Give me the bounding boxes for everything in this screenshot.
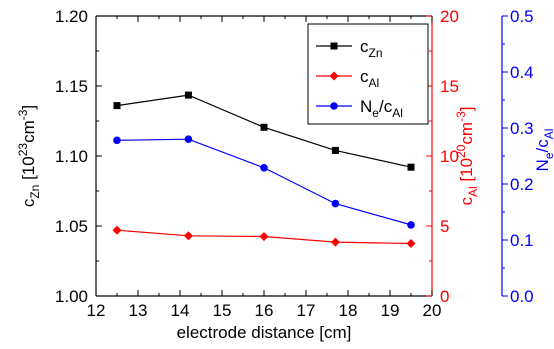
cal-axis-label: cAl [1020cm-3] xyxy=(454,107,480,206)
left-axis-label: cZn [1023cm-3] xyxy=(16,105,42,207)
x-tick-label: 13 xyxy=(129,301,148,320)
ratio-tick-label: 0.4 xyxy=(510,63,534,82)
ratio-tick-label: 0.2 xyxy=(510,175,534,194)
series-2-point xyxy=(331,199,340,208)
x-tick-label: 14 xyxy=(171,301,190,320)
legend-marker-1 xyxy=(329,71,339,81)
x-axis-label: electrode distance [cm] xyxy=(177,323,352,342)
ratio-axis-label: Ne/cAl xyxy=(533,129,554,172)
series-0-point xyxy=(331,146,339,154)
left-tick-label: 1.05 xyxy=(55,217,88,236)
series-2-point xyxy=(407,221,415,229)
legend-label-1: cAl xyxy=(360,67,379,90)
series-2-point xyxy=(260,163,268,172)
series-1-point xyxy=(259,232,269,241)
series-1-point xyxy=(406,239,416,248)
left-tick-label: 1.20 xyxy=(55,7,88,26)
x-tick-label: 20 xyxy=(423,301,442,320)
ratio-tick-label: 0.0 xyxy=(510,287,534,306)
plot-layer: 12 13 14 15 16 17 18 19 20 electrode distance [cm… xyxy=(16,7,554,342)
series-1-point xyxy=(330,237,340,247)
series-0-point xyxy=(113,102,121,110)
left-tick-label: 1.15 xyxy=(55,77,88,96)
legend-label-0: cZn xyxy=(360,37,383,60)
series-2-point xyxy=(184,135,193,143)
series-2-point xyxy=(113,136,121,145)
cal-tick-label: 15 xyxy=(440,77,459,96)
x-tick-label: 17 xyxy=(297,301,316,320)
legend-marker-0 xyxy=(330,42,338,50)
x-tick-label: 16 xyxy=(255,301,274,320)
legend-label-2: Ne/cAl xyxy=(360,97,403,120)
series-0-point xyxy=(184,91,192,99)
series-1-point xyxy=(112,225,122,235)
cal-tick-label: 20 xyxy=(440,7,459,26)
cal-tick-label: 5 xyxy=(440,217,449,236)
left-tick-label: 1.00 xyxy=(55,287,88,306)
x-tick-label: 19 xyxy=(381,301,400,320)
series-1-point xyxy=(183,231,193,241)
ratio-tick-label: 0.5 xyxy=(510,7,534,26)
x-tick-label: 12 xyxy=(87,301,106,320)
x-tick-label: 18 xyxy=(339,301,358,320)
legend-box xyxy=(307,23,429,125)
left-tick-label: 1.10 xyxy=(55,147,88,166)
series-0-point xyxy=(407,163,415,171)
series-0-point xyxy=(260,123,268,131)
x-tick-label: 15 xyxy=(213,301,232,320)
ratio-tick-label: 0.1 xyxy=(510,231,534,250)
cal-tick-label: 10 xyxy=(440,147,459,166)
ratio-tick-label: 0.3 xyxy=(510,119,534,138)
cal-tick-label: 0 xyxy=(440,287,449,306)
legend-marker-2 xyxy=(330,102,338,110)
